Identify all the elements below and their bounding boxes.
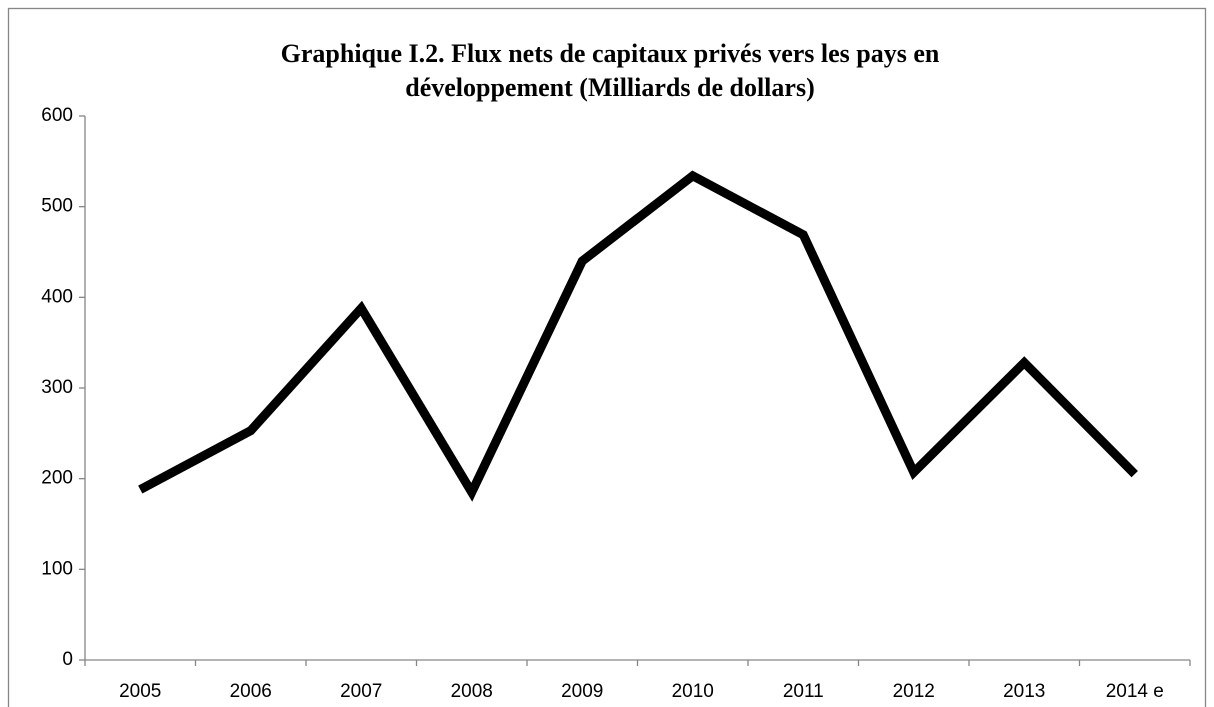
y-tick-label: 300 [41,377,73,398]
x-tick-label: 2012 [893,681,935,702]
y-tick-label: 0 [62,649,73,670]
x-tick-label: 2008 [451,681,493,702]
x-tick-label: 2006 [230,681,272,702]
x-tick-label: 2007 [340,681,382,702]
x-tick-label: 2009 [561,681,603,702]
chart-title: Graphique I.2. Flux nets de capitaux pri… [281,39,940,68]
y-tick-label: 600 [41,105,73,126]
y-tick-label: 100 [41,558,73,579]
line-series [138,170,1138,502]
chart-title: développement (Milliards de dollars) [405,73,814,102]
y-tick-label: 400 [41,286,73,307]
x-tick-label: 2011 [783,681,824,702]
x-tick-label: 2014 e [1106,681,1164,702]
y-tick-label: 200 [41,468,73,489]
x-tick-label: 2013 [1003,681,1045,702]
x-tick-label: 2010 [672,681,714,702]
chart-frame [7,7,1207,707]
y-tick-label: 500 [41,196,73,217]
x-tick-label: 2005 [119,681,161,702]
